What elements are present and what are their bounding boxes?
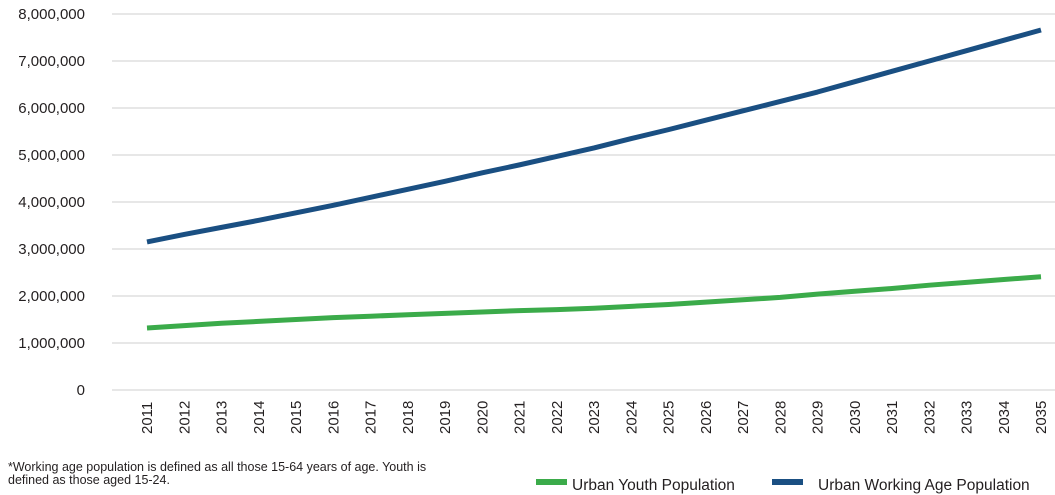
x-tick-label-6: 2017 xyxy=(363,401,380,434)
x-tick-label-9: 2020 xyxy=(474,401,491,434)
y-tick-label-2: 2,000,000 xyxy=(18,288,85,305)
x-tick-label-15: 2026 xyxy=(698,401,715,434)
x-tick-label-17: 2028 xyxy=(772,401,789,434)
y-tick-label-1: 1,000,000 xyxy=(18,335,85,352)
series-line-1 xyxy=(146,27,1042,245)
footnote-line-1: *Working age population is defined as al… xyxy=(8,460,427,474)
y-tick-label-0: 0 xyxy=(77,382,85,399)
x-tick-label-23: 2034 xyxy=(996,401,1013,434)
x-axis-tick-labels: 2011 2012 2013 2014 2015 2016 2017 2018 2019 2020… xyxy=(139,401,1050,434)
x-tick-label-10: 2021 xyxy=(512,401,529,434)
x-tick-label-2: 2013 xyxy=(214,401,231,434)
x-tick-label-7: 2018 xyxy=(400,401,417,434)
y-tick-label-6: 6,000,000 xyxy=(18,100,85,117)
legend: Urban Youth Population Urban Working Age … xyxy=(536,477,1030,494)
series-line-0 xyxy=(146,274,1042,331)
x-tick-label-13: 2024 xyxy=(623,401,640,434)
y-axis-tick-labels: 0 1,000,000 2,000,000 3,000,000 4,000,000 5,0… xyxy=(18,6,85,399)
legend-swatch-1 xyxy=(772,479,803,485)
x-tick-label-1: 2012 xyxy=(176,401,193,434)
x-tick-label-22: 2033 xyxy=(959,401,976,434)
legend-swatch-0 xyxy=(536,479,567,485)
x-tick-label-24: 2035 xyxy=(1033,401,1050,434)
y-tick-label-8: 8,000,000 xyxy=(18,6,85,23)
gridlines xyxy=(112,13,1055,391)
x-tick-label-18: 2029 xyxy=(810,401,827,434)
x-tick-label-5: 2016 xyxy=(325,401,342,434)
x-tick-label-19: 2030 xyxy=(847,401,864,434)
footnote-line-2: defined as those aged 15-24. xyxy=(8,473,170,487)
y-tick-label-7: 7,000,000 xyxy=(18,53,85,70)
x-tick-label-21: 2032 xyxy=(921,401,938,434)
legend-label-0: Urban Youth Population xyxy=(572,477,735,494)
x-tick-label-12: 2023 xyxy=(586,401,603,434)
x-tick-label-14: 2025 xyxy=(661,401,678,434)
y-tick-label-3: 3,000,000 xyxy=(18,241,85,258)
footnote: *Working age population is defined as al… xyxy=(8,461,523,487)
x-tick-label-8: 2019 xyxy=(437,401,454,434)
x-tick-label-16: 2027 xyxy=(735,401,752,434)
y-tick-label-5: 5,000,000 xyxy=(18,147,85,164)
x-tick-label-20: 2031 xyxy=(884,401,901,434)
x-tick-label-3: 2014 xyxy=(251,401,268,434)
legend-label-1: Urban Working Age Population xyxy=(818,477,1030,494)
x-tick-label-0: 2011 xyxy=(139,402,156,434)
y-tick-label-4: 4,000,000 xyxy=(18,194,85,211)
x-tick-label-4: 2015 xyxy=(288,401,305,434)
series-lines xyxy=(146,27,1042,331)
x-tick-label-11: 2022 xyxy=(549,401,566,434)
